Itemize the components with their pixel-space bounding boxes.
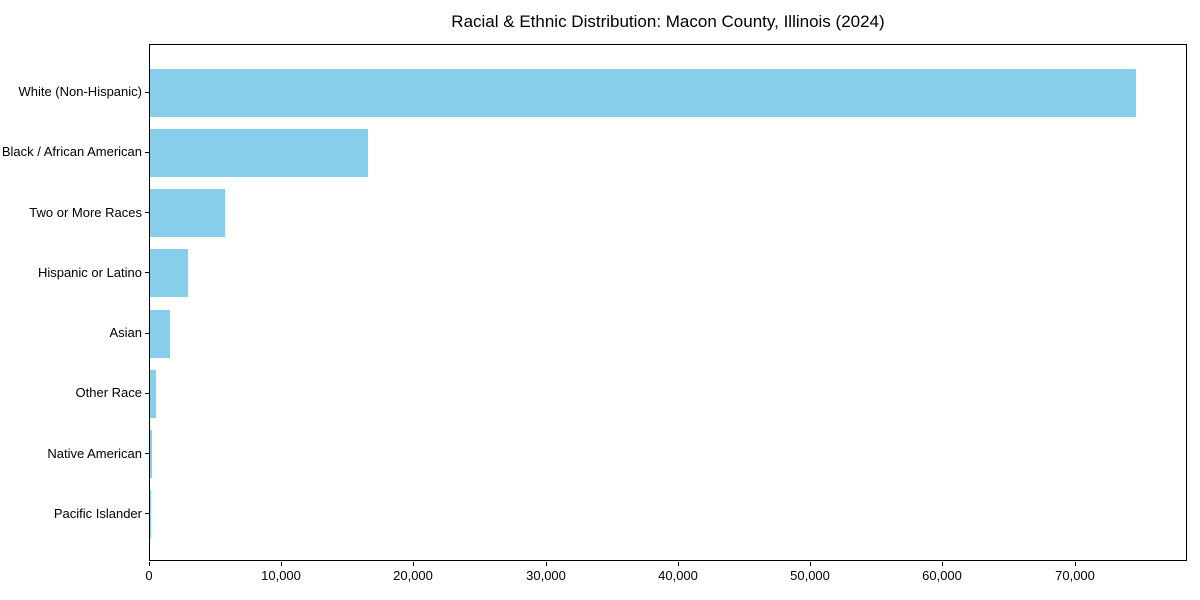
- x-tick-label: 60,000: [922, 568, 962, 583]
- x-tick-mark: [413, 562, 414, 566]
- y-tick-label: Native American: [47, 446, 142, 461]
- x-tick-mark: [678, 562, 679, 566]
- y-tick-mark: [145, 92, 149, 93]
- x-tick-label: 70,000: [1055, 568, 1095, 583]
- y-tick-label: Pacific Islander: [53, 506, 142, 521]
- y-tick-mark: [145, 212, 149, 213]
- x-tick-mark: [281, 562, 282, 566]
- y-tick-label: Two or More Races: [29, 205, 142, 220]
- y-tick-mark: [145, 333, 149, 334]
- x-tick-mark: [942, 562, 943, 566]
- y-tick-label: Asian: [109, 325, 142, 340]
- bar: [150, 249, 189, 298]
- x-tick-label: 40,000: [658, 568, 698, 583]
- bar: [150, 189, 226, 238]
- bar: [150, 309, 171, 358]
- y-tick-mark: [145, 453, 149, 454]
- y-tick-mark: [145, 513, 149, 514]
- bar: [150, 430, 152, 479]
- x-tick-mark: [546, 562, 547, 566]
- bar: [150, 128, 369, 177]
- x-tick-mark: [1075, 562, 1076, 566]
- x-tick-label: 50,000: [790, 568, 830, 583]
- x-tick-label: 0: [145, 568, 153, 583]
- bar: [150, 369, 157, 418]
- y-tick-label: Black / African American: [1, 144, 142, 159]
- y-tick-label: White (Non-Hispanic): [18, 84, 142, 99]
- y-tick-label: Other Race: [75, 385, 142, 400]
- x-tick-label: 10,000: [261, 568, 301, 583]
- bar: [150, 490, 151, 539]
- bar: [150, 68, 1137, 117]
- x-tick-mark: [149, 562, 150, 566]
- x-tick-label: 30,000: [526, 568, 566, 583]
- chart-title: Racial & Ethnic Distribution: Macon Coun…: [451, 12, 885, 31]
- x-tick-label: 20,000: [393, 568, 433, 583]
- plot-area: [149, 44, 1187, 561]
- y-tick-mark: [145, 272, 149, 273]
- y-tick-mark: [145, 152, 149, 153]
- y-tick-label: Hispanic or Latino: [37, 265, 142, 280]
- x-tick-mark: [810, 562, 811, 566]
- y-tick-mark: [145, 393, 149, 394]
